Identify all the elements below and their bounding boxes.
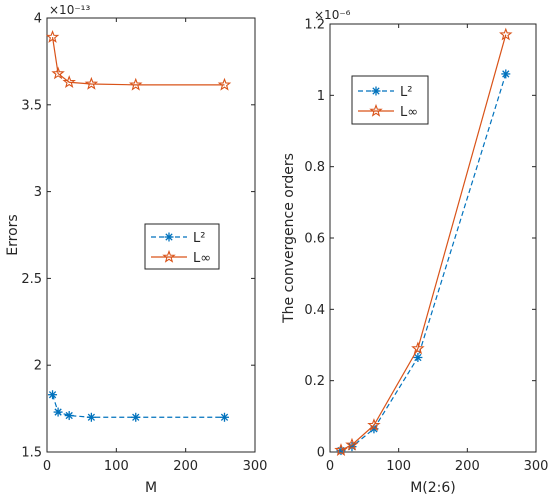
right-series [334, 27, 513, 456]
left-x-tick-label: 0 [43, 459, 51, 474]
right-data-point-l2 [413, 352, 423, 362]
right-y-tick-label: 1.2 [304, 18, 325, 33]
left-x-tick-label: 100 [104, 459, 129, 474]
left-subplot: 0 100 200 300 1.522.533.54 ×10⁻¹³ M Errors … [5, 3, 267, 496]
left-series-line-linf [51, 37, 225, 86]
right-x-axis-label: M(2:6) [410, 480, 456, 496]
left-legend: L² L∞ [144, 223, 220, 270]
right-y-tick-label: 0 [317, 446, 325, 461]
left-data-point-linf [217, 77, 232, 91]
right-x-tick-label: 0 [326, 459, 334, 474]
right-legend-marker-linf [369, 103, 383, 117]
left-legend-label-l2: L² [193, 231, 205, 246]
right-x-tick-label: 200 [455, 459, 480, 474]
left-legend-marker-linf [162, 249, 176, 263]
left-y-tick-label: 2 [34, 359, 42, 374]
right-y-tick-label: 0.6 [304, 232, 325, 247]
right-x-tick-label: 100 [386, 459, 411, 474]
left-data-point-l2 [48, 390, 58, 400]
right-y-axis-label: The convergence orders [281, 153, 297, 324]
left-y-tick-label: 3.5 [21, 98, 42, 113]
legend-marker-symbol [369, 103, 383, 117]
right-y-tick-label: 0.8 [304, 160, 325, 175]
right-data-point-l2 [501, 69, 511, 79]
right-data-point-linf [411, 341, 425, 355]
left-data-point-l2 [64, 411, 74, 421]
right-legend: L² L∞ [351, 75, 429, 125]
left-data-point-l2 [219, 412, 229, 422]
left-y-axis-label: Errors [5, 214, 21, 255]
left-y-exponent: ×10⁻¹³ [49, 3, 90, 17]
legend-marker-symbol [164, 232, 174, 242]
left-data-point-linf [129, 77, 143, 91]
right-y-tick-label: 1 [317, 89, 325, 104]
right-y-ticks: 0 0.2 0.4 0.6 0.8 1 1.2 [304, 18, 536, 461]
legend-marker-symbol [162, 249, 176, 263]
left-y-tick-label: 4 [34, 12, 42, 27]
left-y-ticks: 1.5 2 2.5 3 3.5 4 [21, 12, 255, 461]
right-x-tick-label: 300 [524, 459, 549, 474]
legend-marker-symbol [371, 86, 381, 96]
left-x-ticks: 0 100 200 300 [43, 18, 268, 474]
right-legend-marker-l2 [371, 86, 381, 96]
right-subplot: 0 100 200 300 0 0.2 0.4 0.6 0.8 1 1.2 ×10⁻⁶ M(2:6… [281, 8, 548, 496]
right-data-point-linf [345, 437, 359, 451]
left-x-tick-label: 300 [243, 459, 268, 474]
left-x-axis-label: M [145, 480, 157, 496]
right-legend-label-linf: L∞ [400, 105, 418, 120]
right-data-point-linf [334, 443, 348, 456]
right-x-ticks: 0 100 200 300 [326, 24, 549, 474]
left-data-point-linf [62, 75, 76, 88]
right-y-exponent: ×10⁻⁶ [314, 8, 351, 22]
right-data-point-linf [499, 27, 513, 41]
left-data-point-linf [84, 76, 99, 90]
right-y-tick-label: 0.4 [304, 303, 325, 318]
left-data-point-l2 [86, 412, 96, 422]
left-data-point-l2 [53, 407, 63, 417]
left-legend-label-linf: L∞ [193, 251, 211, 266]
left-series [45, 30, 232, 422]
left-y-tick-label: 2.5 [21, 272, 42, 287]
left-series-line-l2 [51, 394, 225, 418]
right-legend-label-l2: L² [400, 85, 412, 100]
left-y-tick-label: 3 [34, 185, 42, 200]
left-y-tick-label: 1.5 [21, 446, 42, 461]
left-data-point-l2 [131, 412, 141, 422]
right-series-line-linf [340, 34, 507, 451]
right-y-tick-label: 0.2 [304, 374, 325, 389]
right-legend-box [351, 75, 429, 125]
left-x-tick-label: 200 [173, 459, 198, 474]
left-data-point-linf [45, 30, 60, 43]
left-data-point-linf [51, 66, 65, 80]
left-legend-marker-l2 [164, 232, 174, 242]
right-data-point-linf [367, 418, 381, 431]
left-legend-box [144, 223, 220, 270]
